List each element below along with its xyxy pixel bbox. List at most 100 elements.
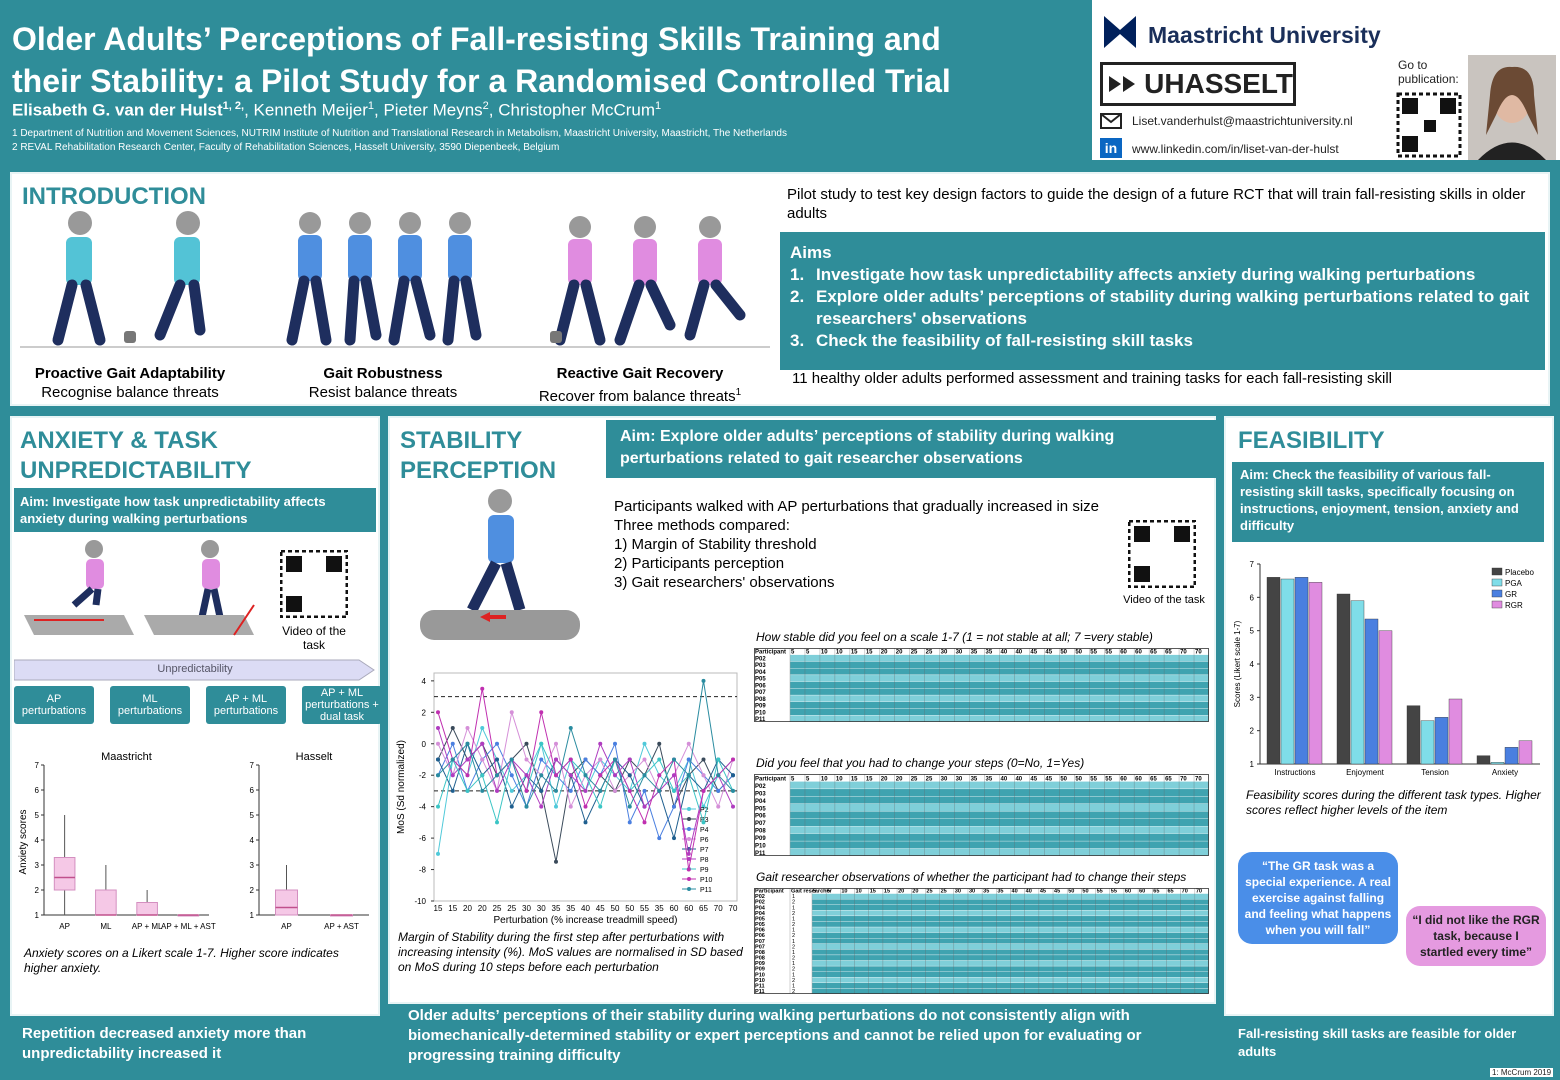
table-title: How stable did you feel on a scale 1-7 (… [756, 630, 1153, 644]
data-point [583, 773, 588, 778]
data-point [568, 757, 573, 762]
column-header: 35 [971, 650, 978, 656]
data-point [524, 773, 529, 778]
legend-label: Placebo [1505, 568, 1534, 577]
row-label: P02 [755, 894, 765, 900]
researcher: 2 [792, 922, 795, 928]
row-label: P07 [755, 944, 765, 950]
column-header: 25 [941, 889, 947, 895]
skill-description: Recognise balance threats [5, 383, 255, 402]
step-box: ML perturbations [110, 686, 190, 724]
column-header: 60 [1135, 650, 1142, 656]
row-label: P08 [755, 829, 766, 835]
row-label: P02 [755, 900, 765, 906]
column-header: 25 [911, 650, 918, 656]
data-point [583, 788, 588, 793]
publication-label: Go to publication: [1398, 58, 1459, 86]
x-tick-label: 30 [537, 904, 546, 913]
column-header: 55 [1090, 776, 1097, 782]
column-header: 5 [806, 776, 810, 782]
x-tick-label: AP + AST [324, 922, 359, 931]
legend-label: P6 [700, 837, 709, 844]
data-point [598, 757, 603, 762]
researcher: 2 [792, 944, 795, 950]
researcher: 2 [792, 933, 795, 939]
legend-swatch [1491, 600, 1503, 609]
bar [1476, 755, 1491, 765]
column-header: 15 [870, 889, 876, 895]
researcher: 1 [792, 961, 795, 967]
data-point [539, 757, 544, 762]
researcher: 1 [792, 905, 795, 911]
column-header: 45 [1030, 776, 1037, 782]
data-point [450, 773, 455, 778]
qr-code [1396, 92, 1462, 158]
row-label: P11 [755, 717, 766, 723]
data-point [495, 741, 499, 746]
aim-item: 3. Check the feasibility of fall-resistin… [790, 330, 1535, 352]
x-tick-label: AP [59, 922, 70, 931]
column-header: 50 [1075, 776, 1082, 782]
data-point [509, 788, 514, 793]
data-point [642, 820, 647, 825]
skill-name: Reactive Gait Recovery [556, 365, 724, 382]
row-label: P09 [755, 967, 765, 973]
researcher: 2 [792, 978, 795, 984]
legend-label: P2 [700, 807, 709, 814]
quote: “The GR task was a special experience. A… [1238, 852, 1398, 944]
data-point [642, 757, 647, 762]
author-affiliation: 1, 2, [222, 100, 245, 112]
column-header: 5 [813, 889, 816, 895]
anxiety-aim: Aim: Investigate how task unpredictabili… [14, 488, 376, 532]
data-point [672, 773, 676, 778]
author-name: , Kenneth Meijer [244, 100, 368, 120]
data-point [465, 773, 470, 778]
column-header: 15 [884, 889, 890, 895]
bar [1448, 698, 1463, 765]
row-label: P06 [755, 814, 766, 820]
data-point [465, 741, 470, 746]
x-tick-label: 50 [611, 904, 620, 913]
photo [1468, 55, 1556, 160]
column-header: 15 [851, 776, 858, 782]
data-point [583, 820, 588, 825]
row-label: P08 [755, 950, 765, 956]
data-point [509, 757, 514, 762]
legend-marker [687, 857, 691, 861]
data-point [642, 773, 647, 778]
y-tick-label: 4 [1250, 660, 1255, 669]
data-point [613, 741, 617, 746]
column-header: 70 [1180, 776, 1187, 782]
x-tick-label: 40 [581, 904, 590, 913]
column-header: 20 [898, 889, 904, 895]
bar [1504, 747, 1519, 765]
y-tick-label: 4 [250, 836, 255, 845]
y-tick-label: 1 [1250, 760, 1255, 769]
column-header: 65 [1150, 650, 1157, 656]
data-point [539, 773, 544, 778]
qr-code [1128, 520, 1196, 588]
data-point [701, 804, 706, 809]
stability-heading: STABILITY PERCEPTION [400, 427, 557, 484]
author-affiliation: 1 [367, 100, 374, 112]
chart-title: Maastricht [101, 751, 152, 763]
unpredictability-label: Unpredictability [157, 663, 233, 675]
bar [1336, 593, 1351, 765]
column-header: 40 [1026, 889, 1032, 895]
data-point [554, 788, 558, 793]
row-label: P10 [755, 844, 766, 850]
bar [1378, 630, 1393, 765]
data-point [598, 773, 603, 778]
column-header: 50 [1068, 889, 1074, 895]
row-label: P07 [755, 821, 766, 827]
column-header: 35 [997, 889, 1003, 895]
x-tick-label: 30 [522, 904, 531, 913]
researcher: 1 [792, 916, 795, 922]
data-point [716, 804, 721, 809]
video-label: Video of the task [1123, 594, 1205, 606]
aims-list: 1. Investigate how task unpredictability … [790, 264, 1535, 352]
column-header: 40 [1001, 776, 1008, 782]
skill-name: Proactive Gait Adaptability [34, 365, 226, 382]
